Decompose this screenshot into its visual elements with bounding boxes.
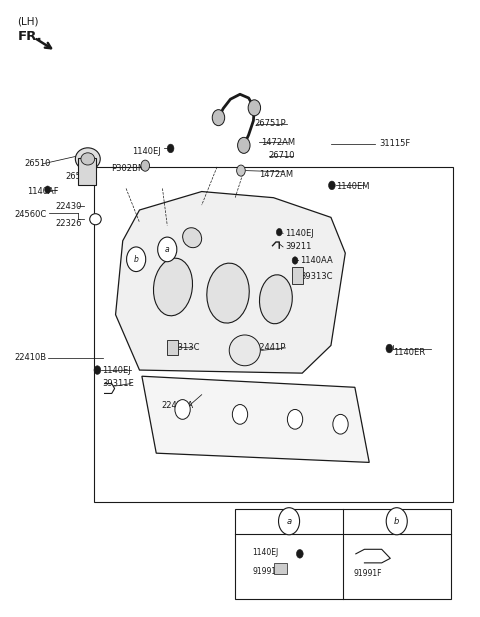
Text: 1472AM: 1472AM	[259, 170, 293, 179]
Text: a: a	[287, 517, 292, 526]
Text: a: a	[165, 245, 169, 254]
Ellipse shape	[260, 275, 292, 324]
Text: 1140ER: 1140ER	[393, 349, 425, 357]
Circle shape	[386, 344, 393, 353]
Circle shape	[45, 186, 50, 193]
Text: 22441P: 22441P	[254, 344, 286, 352]
Text: 39211: 39211	[286, 242, 312, 252]
Ellipse shape	[90, 213, 101, 225]
Text: 1140EJ: 1140EJ	[132, 147, 161, 156]
Text: b: b	[134, 255, 139, 263]
Text: 26502: 26502	[65, 172, 92, 181]
Circle shape	[238, 138, 250, 154]
Text: 1140EJ: 1140EJ	[102, 365, 131, 375]
Circle shape	[288, 410, 303, 429]
Circle shape	[292, 257, 298, 264]
Text: 39313C: 39313C	[300, 272, 332, 281]
Text: 22326: 22326	[56, 219, 82, 228]
Polygon shape	[116, 191, 345, 373]
Text: 1140EJ: 1140EJ	[286, 229, 314, 238]
Text: 22430: 22430	[56, 202, 82, 211]
Text: 26510: 26510	[24, 159, 51, 168]
Circle shape	[94, 366, 101, 375]
Circle shape	[278, 508, 300, 535]
Text: 91991F: 91991F	[354, 569, 382, 578]
Circle shape	[276, 228, 282, 236]
Bar	[78, 159, 96, 185]
Bar	[274, 563, 288, 574]
Circle shape	[237, 165, 245, 176]
Text: 39313C: 39313C	[167, 344, 200, 352]
Text: 1140EM: 1140EM	[336, 182, 369, 191]
Text: b: b	[394, 517, 399, 526]
Text: 22453A: 22453A	[161, 400, 193, 410]
Circle shape	[248, 100, 261, 116]
Circle shape	[175, 400, 190, 420]
Text: 1140EJ: 1140EJ	[252, 547, 279, 557]
Text: 1140AA: 1140AA	[300, 256, 333, 265]
Circle shape	[157, 237, 177, 262]
Text: 26710: 26710	[269, 151, 295, 160]
Bar	[94, 167, 453, 502]
Text: (LH): (LH)	[17, 16, 39, 26]
Ellipse shape	[183, 228, 202, 247]
Ellipse shape	[81, 153, 95, 165]
Text: 26751P: 26751P	[254, 119, 286, 128]
Circle shape	[333, 415, 348, 434]
Circle shape	[167, 144, 174, 153]
Circle shape	[386, 508, 407, 535]
Ellipse shape	[229, 335, 260, 366]
Text: 91991: 91991	[252, 568, 276, 576]
Text: 1140AF: 1140AF	[27, 187, 59, 196]
Text: 22410B: 22410B	[14, 354, 46, 362]
Circle shape	[232, 405, 248, 424]
Text: P302BM: P302BM	[111, 164, 145, 173]
Bar	[235, 508, 451, 599]
Circle shape	[127, 247, 146, 271]
Bar	[167, 340, 178, 355]
Text: 1472AM: 1472AM	[262, 138, 296, 147]
Text: 31115F: 31115F	[379, 139, 410, 148]
Polygon shape	[142, 376, 369, 462]
Ellipse shape	[75, 148, 100, 170]
Text: 39311E: 39311E	[102, 379, 134, 388]
Bar	[292, 267, 303, 284]
Text: FR.: FR.	[17, 30, 42, 43]
Ellipse shape	[154, 258, 192, 316]
Circle shape	[212, 110, 225, 126]
Circle shape	[328, 181, 335, 189]
Text: 24560C: 24560C	[14, 210, 47, 220]
Ellipse shape	[207, 263, 249, 323]
Circle shape	[297, 550, 303, 558]
Circle shape	[141, 160, 150, 172]
